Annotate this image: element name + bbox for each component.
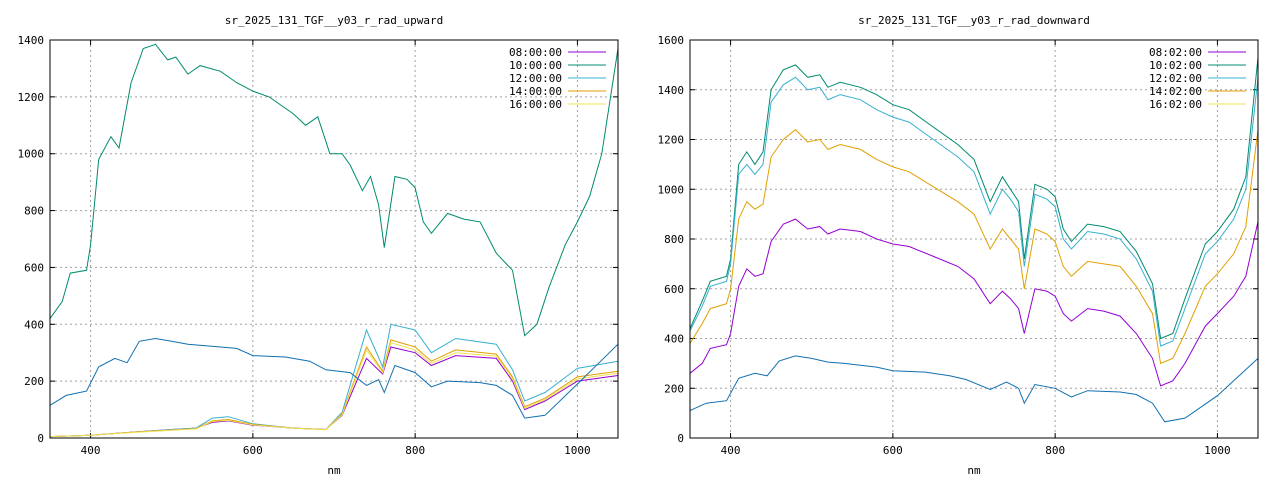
series-line-120000: [49, 323, 619, 438]
x-tick-label: 1000: [564, 444, 591, 457]
legend-label: 10:02:00: [1149, 59, 1202, 72]
y-tick-label: 200: [664, 382, 684, 395]
chart-title: sr_2025_131_TGF__y03_r_rad_downward: [858, 14, 1090, 27]
series-line-080000: [49, 346, 619, 438]
y-tick-label: 0: [677, 432, 684, 445]
y-tick-label: 200: [24, 375, 44, 388]
chart-upward: sr_2025_131_TGF__y03_r_rad_upward 0 200 400…: [18, 14, 619, 477]
legend-label: 16:00:00: [509, 98, 562, 111]
y-tick-label: 1200: [18, 91, 45, 104]
y-tick-label: 600: [664, 283, 684, 296]
y-tick-label: 400: [24, 318, 44, 331]
y-tick-label: 1400: [18, 34, 45, 47]
legend-label: 12:02:00: [1149, 72, 1202, 85]
y-tick-label: 0: [37, 432, 44, 445]
chart-downward: sr_2025_131_TGF__y03_r_rad_downward 0 200 4…: [658, 14, 1259, 477]
series-line-140200: [689, 128, 1259, 365]
legend-label: 08:02:00: [1149, 46, 1202, 59]
series-line-100000: [49, 43, 619, 337]
y-tick-label: 1000: [658, 183, 685, 196]
x-tick-label: 400: [81, 444, 101, 457]
y-tick-label: 1600: [658, 34, 685, 47]
x-tick-label: 800: [1045, 444, 1065, 457]
y-tick-label: 400: [664, 333, 684, 346]
legend-label: 16:02:00: [1149, 98, 1202, 111]
legend-label: 14:00:00: [509, 85, 562, 98]
y-tick-label: 800: [24, 205, 44, 218]
chart-title: sr_2025_131_TGF__y03_r_rad_upward: [225, 14, 444, 27]
legend-label: 08:00:00: [509, 46, 562, 59]
x-axis-label: nm: [327, 464, 341, 477]
series-line-160000: [49, 342, 619, 438]
series-line-080200: [689, 218, 1259, 387]
series-line-unlabeled: [49, 337, 619, 419]
y-tick-label: 1400: [658, 84, 685, 97]
y-tick-label: 600: [24, 261, 44, 274]
y-tick-label: 1200: [658, 134, 685, 147]
legend-label: 12:00:00: [509, 72, 562, 85]
y-tick-label: 1000: [18, 148, 45, 161]
x-tick-label: 600: [883, 444, 903, 457]
legend-label: 10:00:00: [509, 59, 562, 72]
x-tick-label: 1000: [1204, 444, 1231, 457]
plot-frame: [689, 39, 1259, 439]
y-tick-label: 800: [664, 233, 684, 246]
x-tick-label: 400: [721, 444, 741, 457]
plot-frame: [49, 39, 619, 439]
x-tick-label: 800: [405, 444, 425, 457]
series-line-100200: [689, 57, 1259, 340]
x-tick-label: 600: [243, 444, 263, 457]
x-axis-label: nm: [967, 464, 981, 477]
series-line-120200: [689, 76, 1259, 347]
series-line-unlabeled: [689, 355, 1259, 423]
legend-label: 14:02:00: [1149, 85, 1202, 98]
